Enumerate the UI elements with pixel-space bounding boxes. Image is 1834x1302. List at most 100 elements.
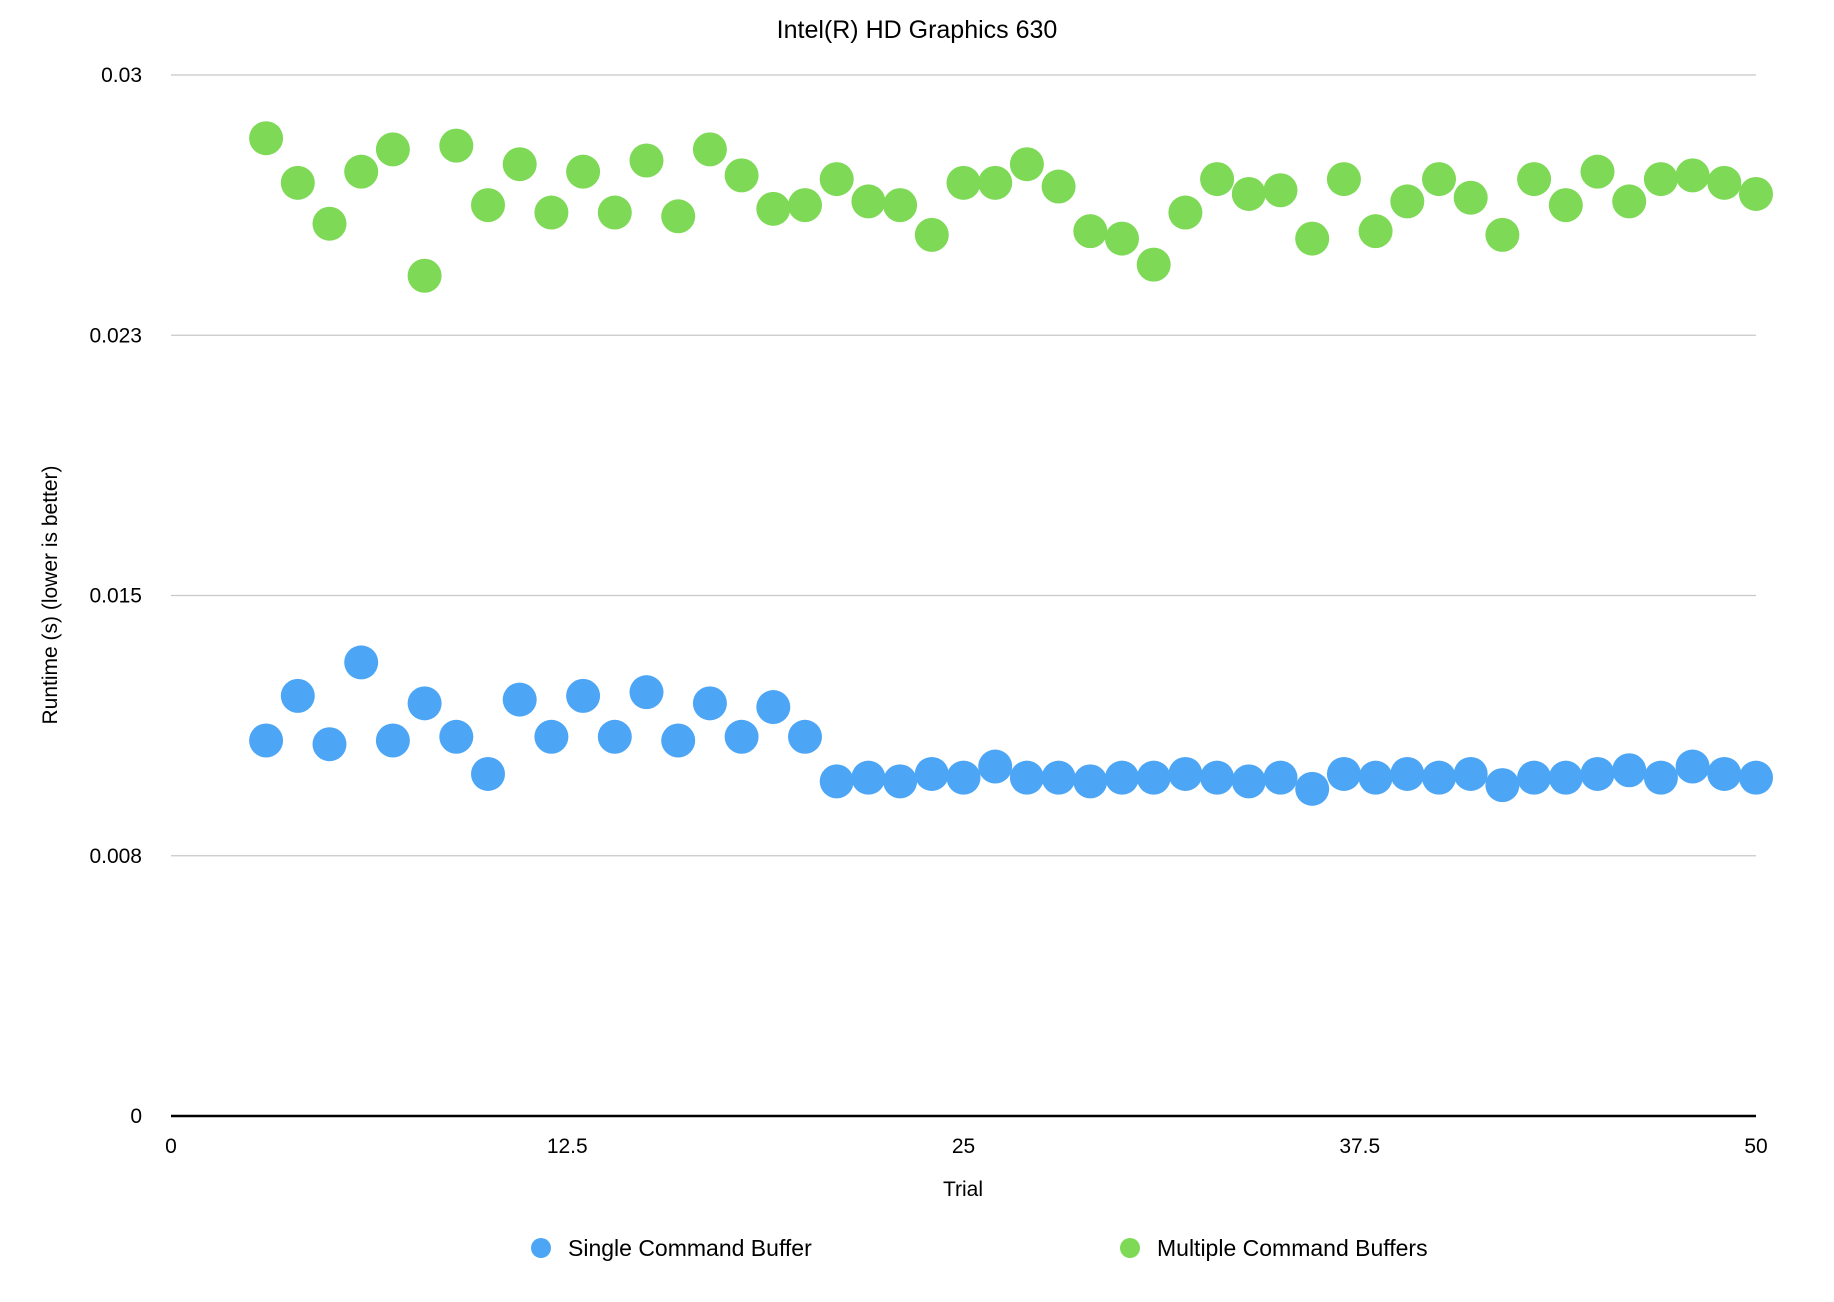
data-point[interactable] xyxy=(344,645,379,680)
data-point[interactable] xyxy=(914,217,949,252)
data-point[interactable] xyxy=(629,143,664,178)
data-point[interactable] xyxy=(1295,221,1330,256)
data-point[interactable] xyxy=(1231,764,1266,799)
data-point[interactable] xyxy=(1295,771,1330,806)
data-point[interactable] xyxy=(1200,162,1235,197)
data-point[interactable] xyxy=(280,165,315,200)
data-point[interactable] xyxy=(692,132,727,167)
data-point[interactable] xyxy=(1263,173,1298,208)
data-point[interactable] xyxy=(1168,195,1203,230)
data-point[interactable] xyxy=(439,128,474,163)
data-point[interactable] xyxy=(1739,760,1773,795)
data-point[interactable] xyxy=(1612,753,1647,788)
data-point[interactable] xyxy=(756,690,791,725)
data-point[interactable] xyxy=(661,723,696,758)
data-point[interactable] xyxy=(1453,756,1488,791)
data-point[interactable] xyxy=(1200,760,1235,795)
x-tick-label: 25 xyxy=(952,1135,975,1158)
data-point[interactable] xyxy=(1485,217,1520,252)
data-point[interactable] xyxy=(375,132,410,167)
data-point[interactable] xyxy=(1136,760,1171,795)
data-point[interactable] xyxy=(502,147,537,182)
data-point[interactable] xyxy=(1136,247,1171,282)
data-point[interactable] xyxy=(1105,760,1139,795)
data-point[interactable] xyxy=(851,184,886,219)
data-point[interactable] xyxy=(1739,176,1773,211)
data-point[interactable] xyxy=(1707,165,1742,200)
data-point[interactable] xyxy=(1390,756,1425,791)
data-point[interactable] xyxy=(1675,158,1710,193)
data-point[interactable] xyxy=(1580,154,1615,189)
data-point[interactable] xyxy=(597,195,632,230)
data-point[interactable] xyxy=(1548,188,1583,223)
data-point[interactable] xyxy=(344,154,379,189)
data-point[interactable] xyxy=(312,206,347,241)
data-point[interactable] xyxy=(407,686,442,721)
data-point[interactable] xyxy=(788,719,822,754)
data-point[interactable] xyxy=(946,165,981,200)
data-point[interactable] xyxy=(978,165,1013,200)
data-point[interactable] xyxy=(1643,162,1678,197)
data-point[interactable] xyxy=(534,195,569,230)
data-point[interactable] xyxy=(724,158,759,193)
data-point[interactable] xyxy=(1422,162,1456,197)
data-point[interactable] xyxy=(883,764,918,799)
data-point[interactable] xyxy=(407,258,442,293)
data-point[interactable] xyxy=(1675,749,1710,784)
data-point[interactable] xyxy=(280,678,315,713)
legend-item-single[interactable]: Single Command Buffer xyxy=(531,1235,812,1261)
data-point[interactable] xyxy=(914,756,949,791)
data-point[interactable] xyxy=(597,719,632,754)
data-point[interactable] xyxy=(1548,760,1583,795)
data-point[interactable] xyxy=(249,723,284,758)
y-axis-label: Runtime (s) (lower is better) xyxy=(39,465,62,724)
data-point[interactable] xyxy=(471,188,505,223)
data-point[interactable] xyxy=(756,191,791,226)
data-point[interactable] xyxy=(375,723,410,758)
data-point[interactable] xyxy=(439,719,474,754)
data-point[interactable] xyxy=(566,678,601,713)
data-point[interactable] xyxy=(1105,221,1139,256)
data-point[interactable] xyxy=(1041,169,1076,204)
data-point[interactable] xyxy=(1009,147,1044,182)
data-point[interactable] xyxy=(1580,756,1615,791)
data-point[interactable] xyxy=(1390,184,1425,219)
data-point[interactable] xyxy=(1358,214,1393,249)
data-point[interactable] xyxy=(883,188,918,223)
data-point[interactable] xyxy=(1612,184,1647,219)
data-point[interactable] xyxy=(1073,214,1108,249)
data-point[interactable] xyxy=(312,727,347,762)
data-point[interactable] xyxy=(629,675,664,710)
data-point[interactable] xyxy=(851,760,886,795)
data-point[interactable] xyxy=(1453,180,1488,215)
data-point[interactable] xyxy=(1231,176,1266,211)
data-point[interactable] xyxy=(249,121,284,156)
data-point[interactable] xyxy=(1707,756,1742,791)
data-point[interactable] xyxy=(1041,760,1076,795)
data-point[interactable] xyxy=(502,682,537,717)
data-point[interactable] xyxy=(1485,768,1520,803)
data-point[interactable] xyxy=(1358,760,1393,795)
data-point[interactable] xyxy=(566,154,601,189)
data-point[interactable] xyxy=(1009,760,1044,795)
data-point[interactable] xyxy=(471,756,505,791)
data-point[interactable] xyxy=(692,686,727,721)
data-point[interactable] xyxy=(788,188,822,223)
data-point[interactable] xyxy=(1326,756,1361,791)
data-point[interactable] xyxy=(1517,760,1552,795)
data-point[interactable] xyxy=(1517,162,1552,197)
data-point[interactable] xyxy=(1422,760,1456,795)
data-point[interactable] xyxy=(978,749,1013,784)
data-point[interactable] xyxy=(946,760,981,795)
data-point[interactable] xyxy=(661,199,696,234)
data-point[interactable] xyxy=(1073,764,1108,799)
data-point[interactable] xyxy=(1168,756,1203,791)
data-point[interactable] xyxy=(819,162,854,197)
data-point[interactable] xyxy=(534,719,569,754)
legend-item-multiple[interactable]: Multiple Command Buffers xyxy=(1120,1235,1428,1261)
data-point[interactable] xyxy=(1326,162,1361,197)
data-point[interactable] xyxy=(1263,760,1298,795)
data-point[interactable] xyxy=(1643,760,1678,795)
data-point[interactable] xyxy=(819,764,854,799)
data-point[interactable] xyxy=(724,719,759,754)
